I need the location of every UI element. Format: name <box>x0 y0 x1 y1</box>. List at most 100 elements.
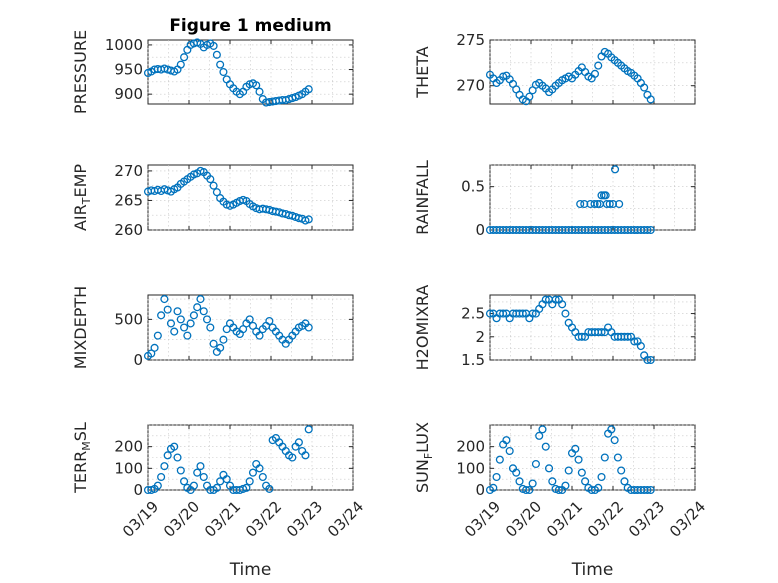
data-point <box>528 479 537 488</box>
y-tick-label: 0.5 <box>461 178 485 196</box>
y-tick-label: 200 <box>114 438 143 456</box>
x-tick-label: 03/24 <box>324 498 367 541</box>
data-point <box>541 295 550 304</box>
data-point <box>265 316 274 326</box>
data-point <box>202 315 212 324</box>
data-point <box>160 295 169 304</box>
data-point <box>245 477 254 486</box>
data-point <box>646 485 655 495</box>
data-point <box>173 453 182 462</box>
data-point <box>163 305 172 314</box>
y-tick-label: 950 <box>114 61 143 79</box>
data-point <box>196 295 205 304</box>
data-point <box>216 343 225 352</box>
data-point <box>304 215 313 224</box>
data-point <box>485 309 495 318</box>
data-point <box>564 466 573 475</box>
data-point <box>489 483 498 492</box>
data-point <box>554 485 563 495</box>
x-tick-label: 03/23 <box>625 498 668 541</box>
data-point <box>153 481 162 490</box>
x-tick-label: 03/23 <box>283 498 326 541</box>
data-point <box>595 199 604 209</box>
y-tick-label: 1.5 <box>461 351 485 369</box>
data-point <box>551 295 560 304</box>
y-tick-label: 2 <box>475 328 485 346</box>
data-point <box>531 459 540 469</box>
data-point <box>646 225 655 235</box>
data-point <box>574 455 583 464</box>
subplot-theta: 270 275 THETA <box>413 31 696 106</box>
data-point <box>258 472 267 482</box>
data-point <box>515 477 524 486</box>
chart-title: Figure 1 medium <box>169 16 331 36</box>
data-point <box>636 342 645 351</box>
data-point <box>571 444 580 453</box>
data-point <box>558 300 567 309</box>
data-point <box>525 92 534 101</box>
data-point <box>597 472 606 482</box>
data-point <box>216 60 225 69</box>
data-point <box>505 446 514 456</box>
data-point <box>304 323 313 332</box>
x-tick-label: 03/22 <box>242 498 285 541</box>
y-axis-label: MIXDEPTH <box>71 286 90 369</box>
data-point <box>212 483 221 492</box>
data-point <box>170 327 179 336</box>
data-point <box>502 436 511 445</box>
y-tick-label: 265 <box>114 191 143 209</box>
data-point <box>601 191 610 200</box>
data-point <box>193 468 202 477</box>
y-axis-label: H2OMIXRA <box>413 285 432 371</box>
x-tick-label: 03/24 <box>666 498 709 541</box>
data-point <box>183 331 192 340</box>
data-point <box>576 199 585 209</box>
data-point <box>600 453 609 462</box>
data-point <box>499 309 508 318</box>
data-point <box>577 468 586 477</box>
data-point <box>265 484 274 493</box>
data-point <box>245 315 254 324</box>
data-point <box>206 323 215 332</box>
data-point <box>176 466 185 475</box>
data-point <box>617 466 626 475</box>
x-tick-label: 03/20 <box>160 498 203 541</box>
y-axis-label: PRESSURE <box>71 30 90 114</box>
data-point <box>163 451 172 460</box>
data-point <box>590 199 599 209</box>
y-tick-label: 275 <box>456 31 485 49</box>
data-point <box>219 335 228 344</box>
data-point <box>643 355 652 365</box>
y-tick-label: 2.5 <box>461 305 485 323</box>
y-tick-label: 100 <box>114 459 143 477</box>
data-point <box>620 477 629 486</box>
data-point <box>248 468 258 477</box>
data-point <box>288 453 297 462</box>
data-point <box>630 337 639 346</box>
data-point <box>180 53 189 62</box>
data-point <box>294 438 303 447</box>
data-point <box>561 309 570 318</box>
data-point <box>242 483 251 492</box>
data-point <box>222 475 231 484</box>
y-tick-label: 270 <box>456 77 485 95</box>
data-point <box>594 61 603 70</box>
data-point <box>577 332 586 341</box>
data-point <box>518 309 527 318</box>
x-tick-label: 03/19 <box>119 498 162 541</box>
data-point <box>597 328 606 337</box>
data-point <box>209 181 218 190</box>
data-point <box>561 481 570 490</box>
y-axis-label: RAINFALL <box>413 160 432 235</box>
x-tick-label: 03/21 <box>543 498 586 541</box>
subplot-rainfall: 0 0.5 RAINFALL <box>413 160 696 239</box>
x-tick-label: 03/22 <box>584 498 627 541</box>
data-point <box>212 50 221 59</box>
data-point <box>304 85 313 94</box>
data-point <box>176 60 185 69</box>
data-point <box>615 199 624 209</box>
data-point <box>544 464 554 473</box>
data-point <box>525 485 534 495</box>
data-point <box>189 311 198 320</box>
